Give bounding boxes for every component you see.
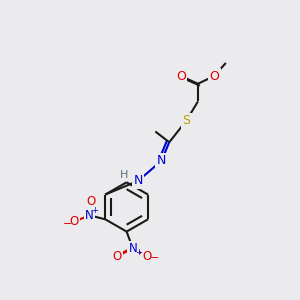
Text: N: N [128,242,137,255]
Text: +: + [135,248,142,257]
Text: H: H [120,169,128,180]
Text: S: S [182,114,190,127]
Text: N: N [134,174,143,187]
Text: O: O [176,70,186,83]
Text: −: − [150,253,159,263]
Text: O: O [113,250,122,263]
Text: O: O [87,195,96,208]
Text: N: N [157,154,166,167]
Text: O: O [142,250,152,263]
Text: O: O [209,70,219,83]
Text: +: + [92,206,98,214]
Text: −: − [63,219,73,229]
Text: O: O [70,215,79,228]
Text: N: N [85,209,94,222]
